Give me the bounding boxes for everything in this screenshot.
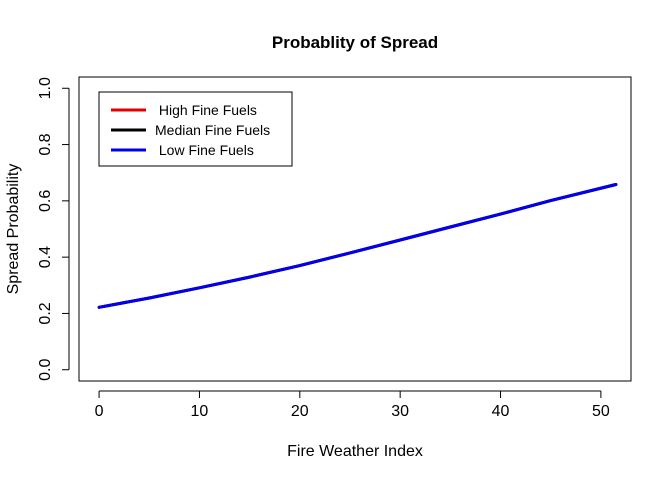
legend-label: Low Fine Fuels <box>155 142 254 158</box>
x-tick-label: 30 <box>391 403 409 420</box>
y-tick-label: 0.6 <box>37 190 54 212</box>
x-tick-label: 0 <box>95 403 104 420</box>
x-tick-label: 40 <box>492 403 510 420</box>
x-tick-label: 10 <box>191 403 209 420</box>
x-tick-label: 20 <box>291 403 309 420</box>
series-line-2 <box>97 183 618 309</box>
y-tick-label: 1.0 <box>37 77 54 99</box>
y-tick-label: 0.0 <box>37 359 54 381</box>
plot-frame <box>78 76 632 382</box>
y-axis-label: Spread Probability <box>5 164 22 295</box>
x-tick-label: 50 <box>592 403 610 420</box>
x-axis-label: Fire Weather Index <box>287 443 423 460</box>
chart-title: Probablity of Spread <box>272 33 438 52</box>
legend: High Fine Fuels Median Fine Fuels Low Fin… <box>98 91 293 167</box>
y-tick-label: 0.4 <box>37 246 54 268</box>
y-axis: 0.0 0.2 0.4 0.6 0.8 1.0 <box>37 77 70 381</box>
x-axis: 0 10 20 30 40 50 <box>95 390 610 420</box>
y-tick-label: 0.2 <box>37 302 54 324</box>
y-tick-label: 0.8 <box>37 133 54 155</box>
series-layer <box>97 183 618 309</box>
legend-label: High Fine Fuels <box>155 102 257 118</box>
legend-label: Median Fine Fuels <box>155 122 270 138</box>
